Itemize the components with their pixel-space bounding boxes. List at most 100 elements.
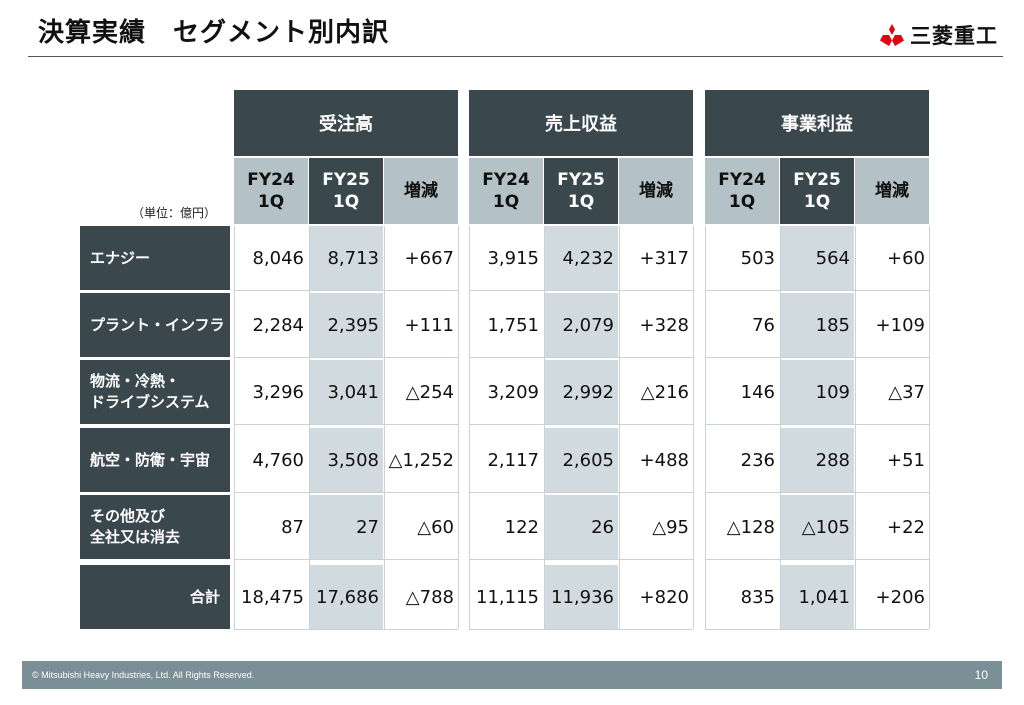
table-cell: △105 <box>780 495 854 559</box>
header-line: 1Q <box>728 192 756 212</box>
header-line: 増減 <box>404 181 438 201</box>
row-divider <box>234 559 458 560</box>
row-header: エナジー <box>80 226 230 290</box>
table-cell: 236 <box>705 428 779 492</box>
row-label-line: その他及び <box>90 507 166 525</box>
column-divider <box>458 226 459 629</box>
table-cell: △1,252 <box>384 428 458 492</box>
header-line: FY24 <box>718 170 766 190</box>
table-cell: 11,115 <box>469 565 543 629</box>
row-label-line: 物流・冷熱・ <box>90 372 181 390</box>
change-header: 増減 <box>619 158 693 224</box>
row-header: 物流・冷熱・ドライブシステム <box>80 360 230 424</box>
page-number: 10 <box>974 668 988 682</box>
row-header: プラント・インフラ <box>80 293 230 357</box>
table-cell: △254 <box>384 360 458 424</box>
table-cell: 122 <box>469 495 543 559</box>
table-cell: +488 <box>619 428 693 492</box>
header-line: FY25 <box>557 170 605 190</box>
fy24-1q-header: FY24 1Q <box>705 158 779 224</box>
table-cell: 503 <box>705 226 779 290</box>
row-label: プラント・インフラ <box>90 315 225 336</box>
header-line: 増減 <box>875 181 909 201</box>
column-divider <box>309 226 310 629</box>
table-cell: 835 <box>705 565 779 629</box>
table-cell: 8,713 <box>309 226 383 290</box>
table-cell: 2,117 <box>469 428 543 492</box>
row-label-line: ドライブシステム <box>90 393 210 411</box>
column-divider <box>693 226 694 629</box>
row-divider <box>469 492 693 493</box>
row-divider <box>705 424 929 425</box>
fy25-1q-header: FY25 1Q <box>309 158 383 224</box>
table-cell: +667 <box>384 226 458 290</box>
table-cell: +820 <box>619 565 693 629</box>
table-cell: +60 <box>855 226 929 290</box>
row-divider <box>705 559 929 560</box>
header-line: 1Q <box>257 192 285 212</box>
row-label-line: 合計 <box>189 587 220 606</box>
row-divider <box>469 559 693 560</box>
company-name: 三菱重工 <box>910 24 998 48</box>
fy24-1q-header: FY24 1Q <box>469 158 543 224</box>
row-header: 合計 <box>80 565 230 629</box>
header-text: FY25 1Q <box>322 169 370 213</box>
table-cell: 26 <box>544 495 618 559</box>
table-cell: △60 <box>384 495 458 559</box>
table-cell: 3,915 <box>469 226 543 290</box>
table-cell: +109 <box>855 293 929 357</box>
column-divider <box>544 226 545 629</box>
column-divider <box>619 226 620 629</box>
table-cell: 2,079 <box>544 293 618 357</box>
table-cell: 564 <box>780 226 854 290</box>
header-line: 1Q <box>803 192 831 212</box>
header-text: FY24 1Q <box>718 169 766 213</box>
header-line: FY24 <box>482 170 530 190</box>
table-cell: △216 <box>619 360 693 424</box>
row-label: 合計 <box>190 587 220 608</box>
column-divider <box>384 226 385 629</box>
row-divider <box>705 357 929 358</box>
table-cell: 17,686 <box>309 565 383 629</box>
row-header: 航空・防衛・宇宙 <box>80 428 230 492</box>
row-divider <box>705 290 929 291</box>
footer-bar: © Mitsubishi Heavy Industries, Ltd. All … <box>22 661 1002 689</box>
column-divider <box>705 226 706 629</box>
table-cell: +317 <box>619 226 693 290</box>
header-text: 増減 <box>404 180 438 202</box>
company-logo: 三菱重工 <box>880 20 998 50</box>
column-divider <box>469 226 470 629</box>
table-cell: +22 <box>855 495 929 559</box>
row-label: 物流・冷熱・ドライブシステム <box>90 371 210 413</box>
table-cell: 76 <box>705 293 779 357</box>
fy25-1q-header: FY25 1Q <box>544 158 618 224</box>
row-divider <box>469 424 693 425</box>
row-label: エナジー <box>90 248 150 269</box>
header-line: FY24 <box>247 170 295 190</box>
table-cell: △95 <box>619 495 693 559</box>
column-divider <box>234 226 235 629</box>
row-divider <box>469 629 693 630</box>
header-line: FY25 <box>793 170 841 190</box>
table-cell: 27 <box>309 495 383 559</box>
table-cell: +51 <box>855 428 929 492</box>
header-text: FY24 1Q <box>247 169 295 213</box>
table-cell: 4,232 <box>544 226 618 290</box>
row-divider <box>234 290 458 291</box>
row-divider <box>234 492 458 493</box>
header-text: FY25 1Q <box>793 169 841 213</box>
table-cell: 3,041 <box>309 360 383 424</box>
copyright-text: © Mitsubishi Heavy Industries, Ltd. All … <box>32 670 255 680</box>
table-cell: 1,751 <box>469 293 543 357</box>
row-label: 航空・防衛・宇宙 <box>90 450 210 471</box>
header-line: 1Q <box>567 192 595 212</box>
table-cell: △128 <box>705 495 779 559</box>
table-cell: 185 <box>780 293 854 357</box>
row-header: その他及び 全社又は消去 <box>80 495 230 559</box>
row-label-line: 航空・防衛・宇宙 <box>90 450 211 469</box>
row-divider <box>234 629 458 630</box>
table-cell: 2,284 <box>234 293 308 357</box>
table-cell: 3,296 <box>234 360 308 424</box>
table-cell: 2,395 <box>309 293 383 357</box>
group-header: 売上収益 <box>469 90 693 156</box>
